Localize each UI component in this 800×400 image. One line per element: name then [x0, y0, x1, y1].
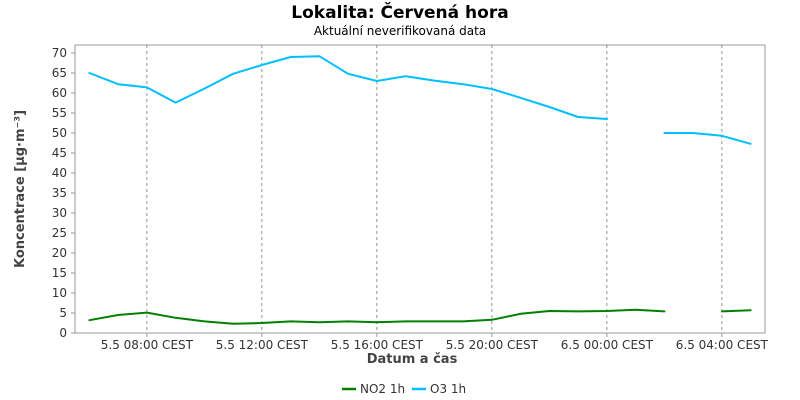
y-tick-label: 10 — [52, 286, 67, 300]
plot-area — [74, 44, 766, 334]
x-tick-label: 5.5 12:00 CEST — [216, 338, 309, 352]
x-axis-title: Datum a čas — [367, 352, 458, 367]
legend-label-o3-1h: O3 1h — [430, 382, 466, 396]
y-tick-label: 50 — [52, 126, 67, 140]
x-tick-label: 6.5 04:00 CEST — [676, 338, 769, 352]
x-tick-label: 6.5 00:00 CEST — [561, 338, 654, 352]
y-tick-label: 5 — [59, 306, 67, 320]
y-tick-label: 0 — [59, 326, 67, 340]
y-tick-label: 35 — [52, 186, 67, 200]
y-tick-label: 20 — [52, 246, 67, 260]
y-tick-label: 60 — [52, 86, 67, 100]
y-axis: 0 5 10 15 20 25 30 35 40 45 50 55 60 65 70 — [52, 46, 75, 340]
y-tick-label: 55 — [52, 106, 67, 120]
y-axis-title: Koncentrace [µg·m⁻³] — [13, 110, 28, 268]
series-lines — [88, 55, 752, 325]
grid-lines — [146, 45, 723, 333]
chart-title: Lokalita: Červená hora — [291, 1, 508, 23]
y-tick-label: 40 — [52, 166, 67, 180]
y-tick-label: 45 — [52, 146, 67, 160]
legend: NO2 1h O3 1h — [342, 382, 466, 396]
x-tick-label: 5.5 16:00 CEST — [331, 338, 424, 352]
x-axis: 5.5 08:00 CEST 5.5 12:00 CEST 5.5 16:00 CE… — [101, 333, 769, 352]
y-tick-label: 25 — [52, 226, 67, 240]
x-tick-label: 5.5 20:00 CEST — [446, 338, 539, 352]
y-tick-label: 65 — [52, 66, 67, 80]
legend-label-no2-1h: NO2 1h — [360, 382, 405, 396]
series-line-o3-1h — [88, 55, 752, 145]
chart-subtitle: Aktuální neverifikovaná data — [314, 24, 486, 38]
y-tick-label: 15 — [52, 266, 67, 280]
y-tick-label: 70 — [52, 46, 67, 60]
x-tick-label: 5.5 08:00 CEST — [101, 338, 194, 352]
series-line-no2-1h — [88, 308, 752, 325]
y-tick-label: 30 — [52, 206, 67, 220]
